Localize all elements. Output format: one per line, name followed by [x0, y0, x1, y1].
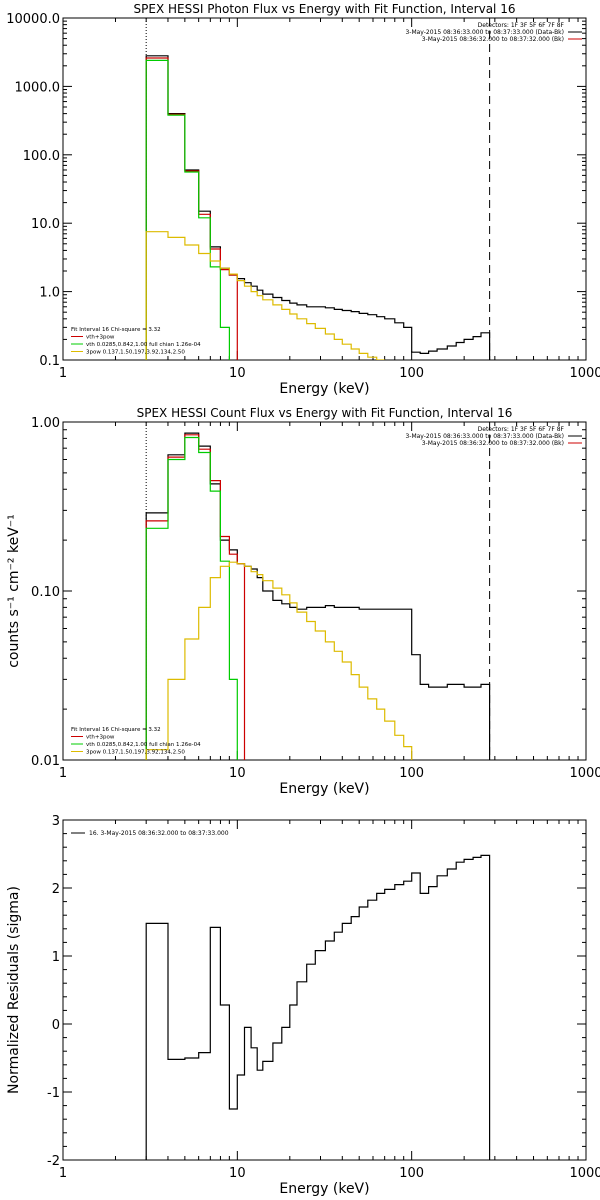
y-tick-label: 10000.0	[6, 12, 60, 27]
legend-entry: vth 0.0285,0.842,1.00 full chian 1.26e-0…	[86, 742, 201, 748]
y-tick-label: -2	[47, 1154, 60, 1169]
y-tick-label: 0	[52, 1018, 60, 1033]
series-line-2	[145, 436, 238, 760]
info-line: 3-May-2015 08:36:32.000 to 08:37:32.000 …	[422, 440, 564, 447]
legend-entry: 16. 3-May-2015 08:36:32.000 to 08:37:33.…	[89, 830, 229, 837]
series-line-3	[145, 561, 413, 760]
x-tick-label: 1	[59, 366, 67, 381]
y-tick-label: 0.1	[39, 354, 60, 369]
info-line: 3-May-2015 08:36:33.000 to 08:37:33.000 …	[405, 29, 564, 36]
y-axis-label: Normalized Residuals (sigma)	[6, 886, 22, 1094]
series-line-0	[145, 854, 491, 1160]
info-line: 3-May-2015 08:36:32.000 to 08:37:32.000 …	[422, 36, 564, 43]
x-tick-label: 1	[59, 1166, 67, 1181]
legend-entry: vth+3pow	[86, 735, 115, 741]
y-tick-label: 100.0	[23, 149, 60, 164]
x-tick-label: 1000	[569, 766, 600, 781]
y-tick-label: 1	[52, 950, 60, 965]
x-tick-label: 10	[229, 366, 246, 381]
y-tick-label: 3	[52, 814, 60, 829]
x-tick-label: 10	[229, 1166, 246, 1181]
x-tick-label: 1000	[569, 1166, 600, 1181]
legend-entry: 3pow 0.137,1.50,197,3.92,134,2.50	[86, 750, 185, 756]
x-tick-label: 1000	[569, 366, 600, 381]
y-tick-label: -1	[47, 1086, 60, 1101]
y-tick-label: 1000.0	[15, 80, 61, 95]
legend-entry: vth 0.0285,0.842,1.00 full chian 1.26e-0…	[86, 342, 201, 348]
y-tick-label: 0.10	[31, 585, 60, 600]
series-line-3	[145, 231, 385, 360]
y-tick-label: 0.01	[31, 754, 60, 769]
y-tick-label: 10.0	[31, 217, 60, 232]
x-axis-label: Energy (keV)	[279, 381, 369, 397]
y-axis-label: counts s⁻¹ cm⁻² keV⁻¹	[6, 514, 22, 668]
legend-entry: 3pow 0.137,1.50,197,3.92,134,2.50	[86, 350, 185, 356]
x-tick-label: 100	[399, 1166, 424, 1181]
legend-entry: Fit Interval 16 Chi-square = 3.32	[71, 327, 161, 333]
x-tick-label: 100	[399, 766, 424, 781]
series-line-2	[145, 59, 230, 360]
info-line: Detectors: 1F 3F 5F 6F 7F 8F	[478, 22, 565, 29]
x-tick-label: 1	[59, 766, 67, 781]
chart-title: SPEX HESSI Photon Flux vs Energy with Fi…	[134, 2, 516, 16]
y-tick-label: 1.00	[31, 416, 60, 431]
info-line: Detectors: 1F 3F 5F 6F 7F 8F	[478, 426, 565, 433]
x-tick-label: 10	[229, 766, 246, 781]
info-line: 3-May-2015 08:36:33.000 to 08:37:33.000 …	[405, 433, 564, 440]
plot-frame	[62, 17, 587, 361]
y-tick-label: 1.0	[39, 286, 60, 301]
x-tick-label: 100	[399, 366, 424, 381]
chart-title: SPEX HESSI Count Flux vs Energy with Fit…	[137, 406, 513, 420]
x-axis-label: Energy (keV)	[279, 781, 369, 797]
y-tick-label: 2	[52, 882, 60, 897]
legend-entry: Fit Interval 16 Chi-square = 3.32	[71, 727, 161, 733]
legend-entry: vth+3pow	[86, 335, 115, 341]
plot-frame	[62, 819, 587, 1161]
x-axis-label: Energy (keV)	[279, 1181, 369, 1197]
